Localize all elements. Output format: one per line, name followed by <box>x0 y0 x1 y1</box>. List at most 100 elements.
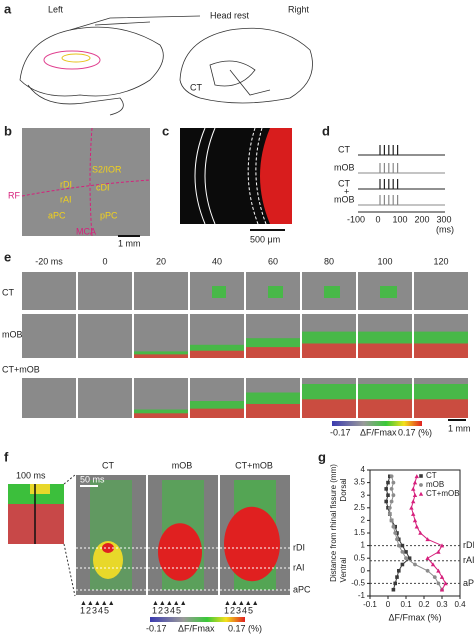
region-label: rDI <box>463 540 474 550</box>
marker <box>413 562 417 567</box>
panel-label: b <box>4 123 12 138</box>
y-tick-label: 3 <box>361 490 366 499</box>
response <box>358 343 412 358</box>
panel-label: e <box>4 249 11 264</box>
skull-drawing <box>19 15 313 116</box>
marker <box>404 556 408 561</box>
y-tick-label: 0 <box>361 566 366 575</box>
image <box>22 128 150 236</box>
colorbar-label: ΔF/Fmax <box>360 427 397 437</box>
region-label: aPC <box>48 210 66 220</box>
row-label: + <box>344 186 349 196</box>
marker <box>389 474 394 479</box>
response <box>224 506 280 582</box>
column-title: CT+mOB <box>235 460 273 470</box>
response <box>414 399 468 418</box>
scale-label: 1 mm <box>118 238 141 248</box>
y-tick-label: 2.5 <box>354 503 366 512</box>
region-label: rDI <box>293 542 305 552</box>
label: RF <box>8 190 20 200</box>
unit-label: (ms) <box>436 224 454 234</box>
y-axis-label: Dorsal <box>339 478 348 501</box>
time-label: -20 ms <box>35 256 63 266</box>
frame <box>22 378 76 418</box>
colorbar-label: 0.17 (%) <box>398 427 432 437</box>
marker <box>396 543 401 548</box>
y-axis-label: Distance from rhinal fissure (mm) <box>329 464 338 582</box>
marker <box>407 556 412 560</box>
response <box>246 403 300 418</box>
stim-numbers: 12345 <box>80 605 110 615</box>
response <box>190 350 244 358</box>
marker <box>418 491 424 496</box>
arrows: ▲▲▲▲▲ <box>152 600 187 607</box>
frame <box>78 314 132 358</box>
marker <box>430 562 436 567</box>
label: Left <box>48 4 64 14</box>
colorbar-label: ΔF/Fmax <box>178 623 215 633</box>
marker <box>436 581 441 586</box>
marker <box>389 499 394 504</box>
panel-label: g <box>318 449 326 464</box>
y-tick-label: 3.5 <box>354 478 366 487</box>
response <box>302 343 356 358</box>
x-tick-label: 0.4 <box>454 600 466 609</box>
tick-label: 100 <box>392 214 407 224</box>
tick-label: 300 <box>436 214 451 224</box>
frame <box>22 272 76 310</box>
response <box>134 413 188 418</box>
x-tick-label: -0.1 <box>363 600 377 609</box>
response <box>93 541 123 579</box>
region-label: rAI <box>293 562 305 572</box>
marker <box>414 474 419 479</box>
x-axis-label: ΔF/Fmax (%) <box>388 612 441 622</box>
marker <box>436 549 441 554</box>
row-label: mOB <box>334 194 355 204</box>
row-label: mOB <box>334 162 355 172</box>
y-tick-label: 0.5 <box>354 553 366 562</box>
tick-label: 200 <box>414 214 429 224</box>
scale-label: 50 ms <box>80 474 105 484</box>
panel-label: f <box>4 449 9 464</box>
colorbar-label: -0.17 <box>330 427 351 437</box>
x-tick-label: 0.3 <box>436 600 448 609</box>
marker <box>393 581 397 586</box>
region-label: rAI <box>463 555 474 565</box>
marker <box>411 511 416 516</box>
tick-label: -100 <box>347 214 365 224</box>
marker <box>397 569 401 573</box>
arrows: ▲▲▲▲▲ <box>224 600 259 607</box>
region-label: S2/IOR <box>92 164 122 174</box>
region-label: aPC <box>293 584 311 594</box>
y-tick-label: 1 <box>361 541 366 550</box>
response <box>358 399 412 418</box>
marker <box>412 480 418 485</box>
time-label: 60 <box>268 256 278 266</box>
marker <box>425 537 430 542</box>
raster <box>358 145 445 206</box>
column-title: CT <box>102 460 114 470</box>
marker <box>425 556 430 560</box>
marker <box>419 483 423 487</box>
column-title: mOB <box>172 460 193 470</box>
marker <box>411 499 416 504</box>
marker <box>439 587 445 592</box>
marker <box>387 505 392 510</box>
marker <box>412 493 418 497</box>
y-tick-label: 4 <box>361 465 366 474</box>
marker <box>400 550 405 554</box>
region-label: rDI <box>60 179 72 189</box>
marker <box>404 550 408 554</box>
scale-label: 500 μm <box>250 234 280 244</box>
label: MCA <box>76 226 96 236</box>
legend-label: CT+mOB <box>426 489 460 498</box>
panel-label: c <box>162 123 169 138</box>
response <box>414 343 468 358</box>
marker <box>412 518 418 523</box>
x-tick-label: 0.2 <box>418 600 430 609</box>
marker <box>384 499 388 504</box>
region-label: aPC <box>463 578 474 588</box>
marker <box>386 480 390 485</box>
marker <box>391 493 396 498</box>
